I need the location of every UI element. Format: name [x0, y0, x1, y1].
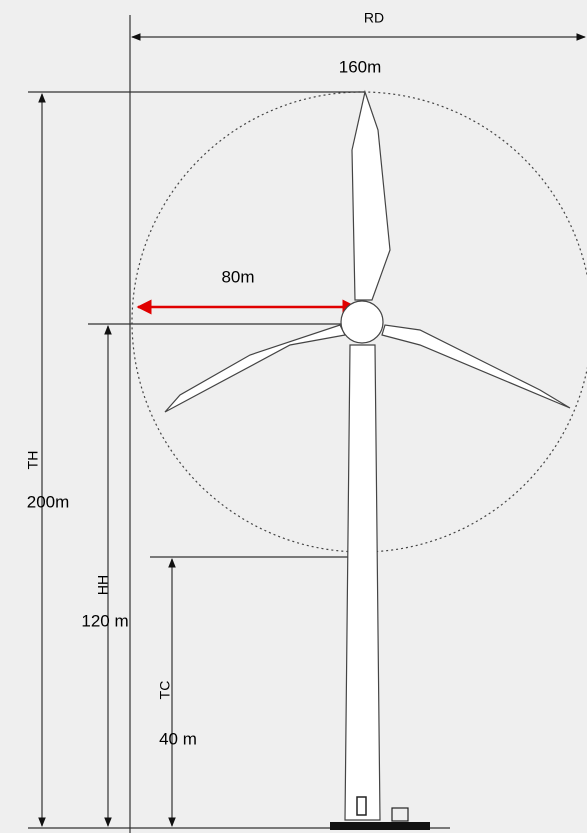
tip-clearance-label: 40 m — [159, 729, 197, 748]
foundation — [330, 822, 430, 830]
tower — [344, 344, 381, 821]
radius-label: 80m — [221, 267, 254, 286]
dimension-arrows — [38, 33, 586, 827]
tc-label: TC — [157, 681, 173, 700]
hub — [340, 300, 384, 344]
hub-height-label: 120 m — [81, 611, 128, 630]
tip-height-label: 200m — [27, 492, 70, 511]
rd-label: RD — [364, 10, 384, 26]
hh-label: HH — [95, 575, 111, 595]
transformer — [391, 807, 409, 822]
reference-lines — [28, 15, 450, 833]
blades — [164, 89, 571, 413]
door — [356, 796, 367, 816]
th-label: TH — [25, 451, 41, 470]
rotor-diameter-label: 160m — [339, 57, 382, 76]
